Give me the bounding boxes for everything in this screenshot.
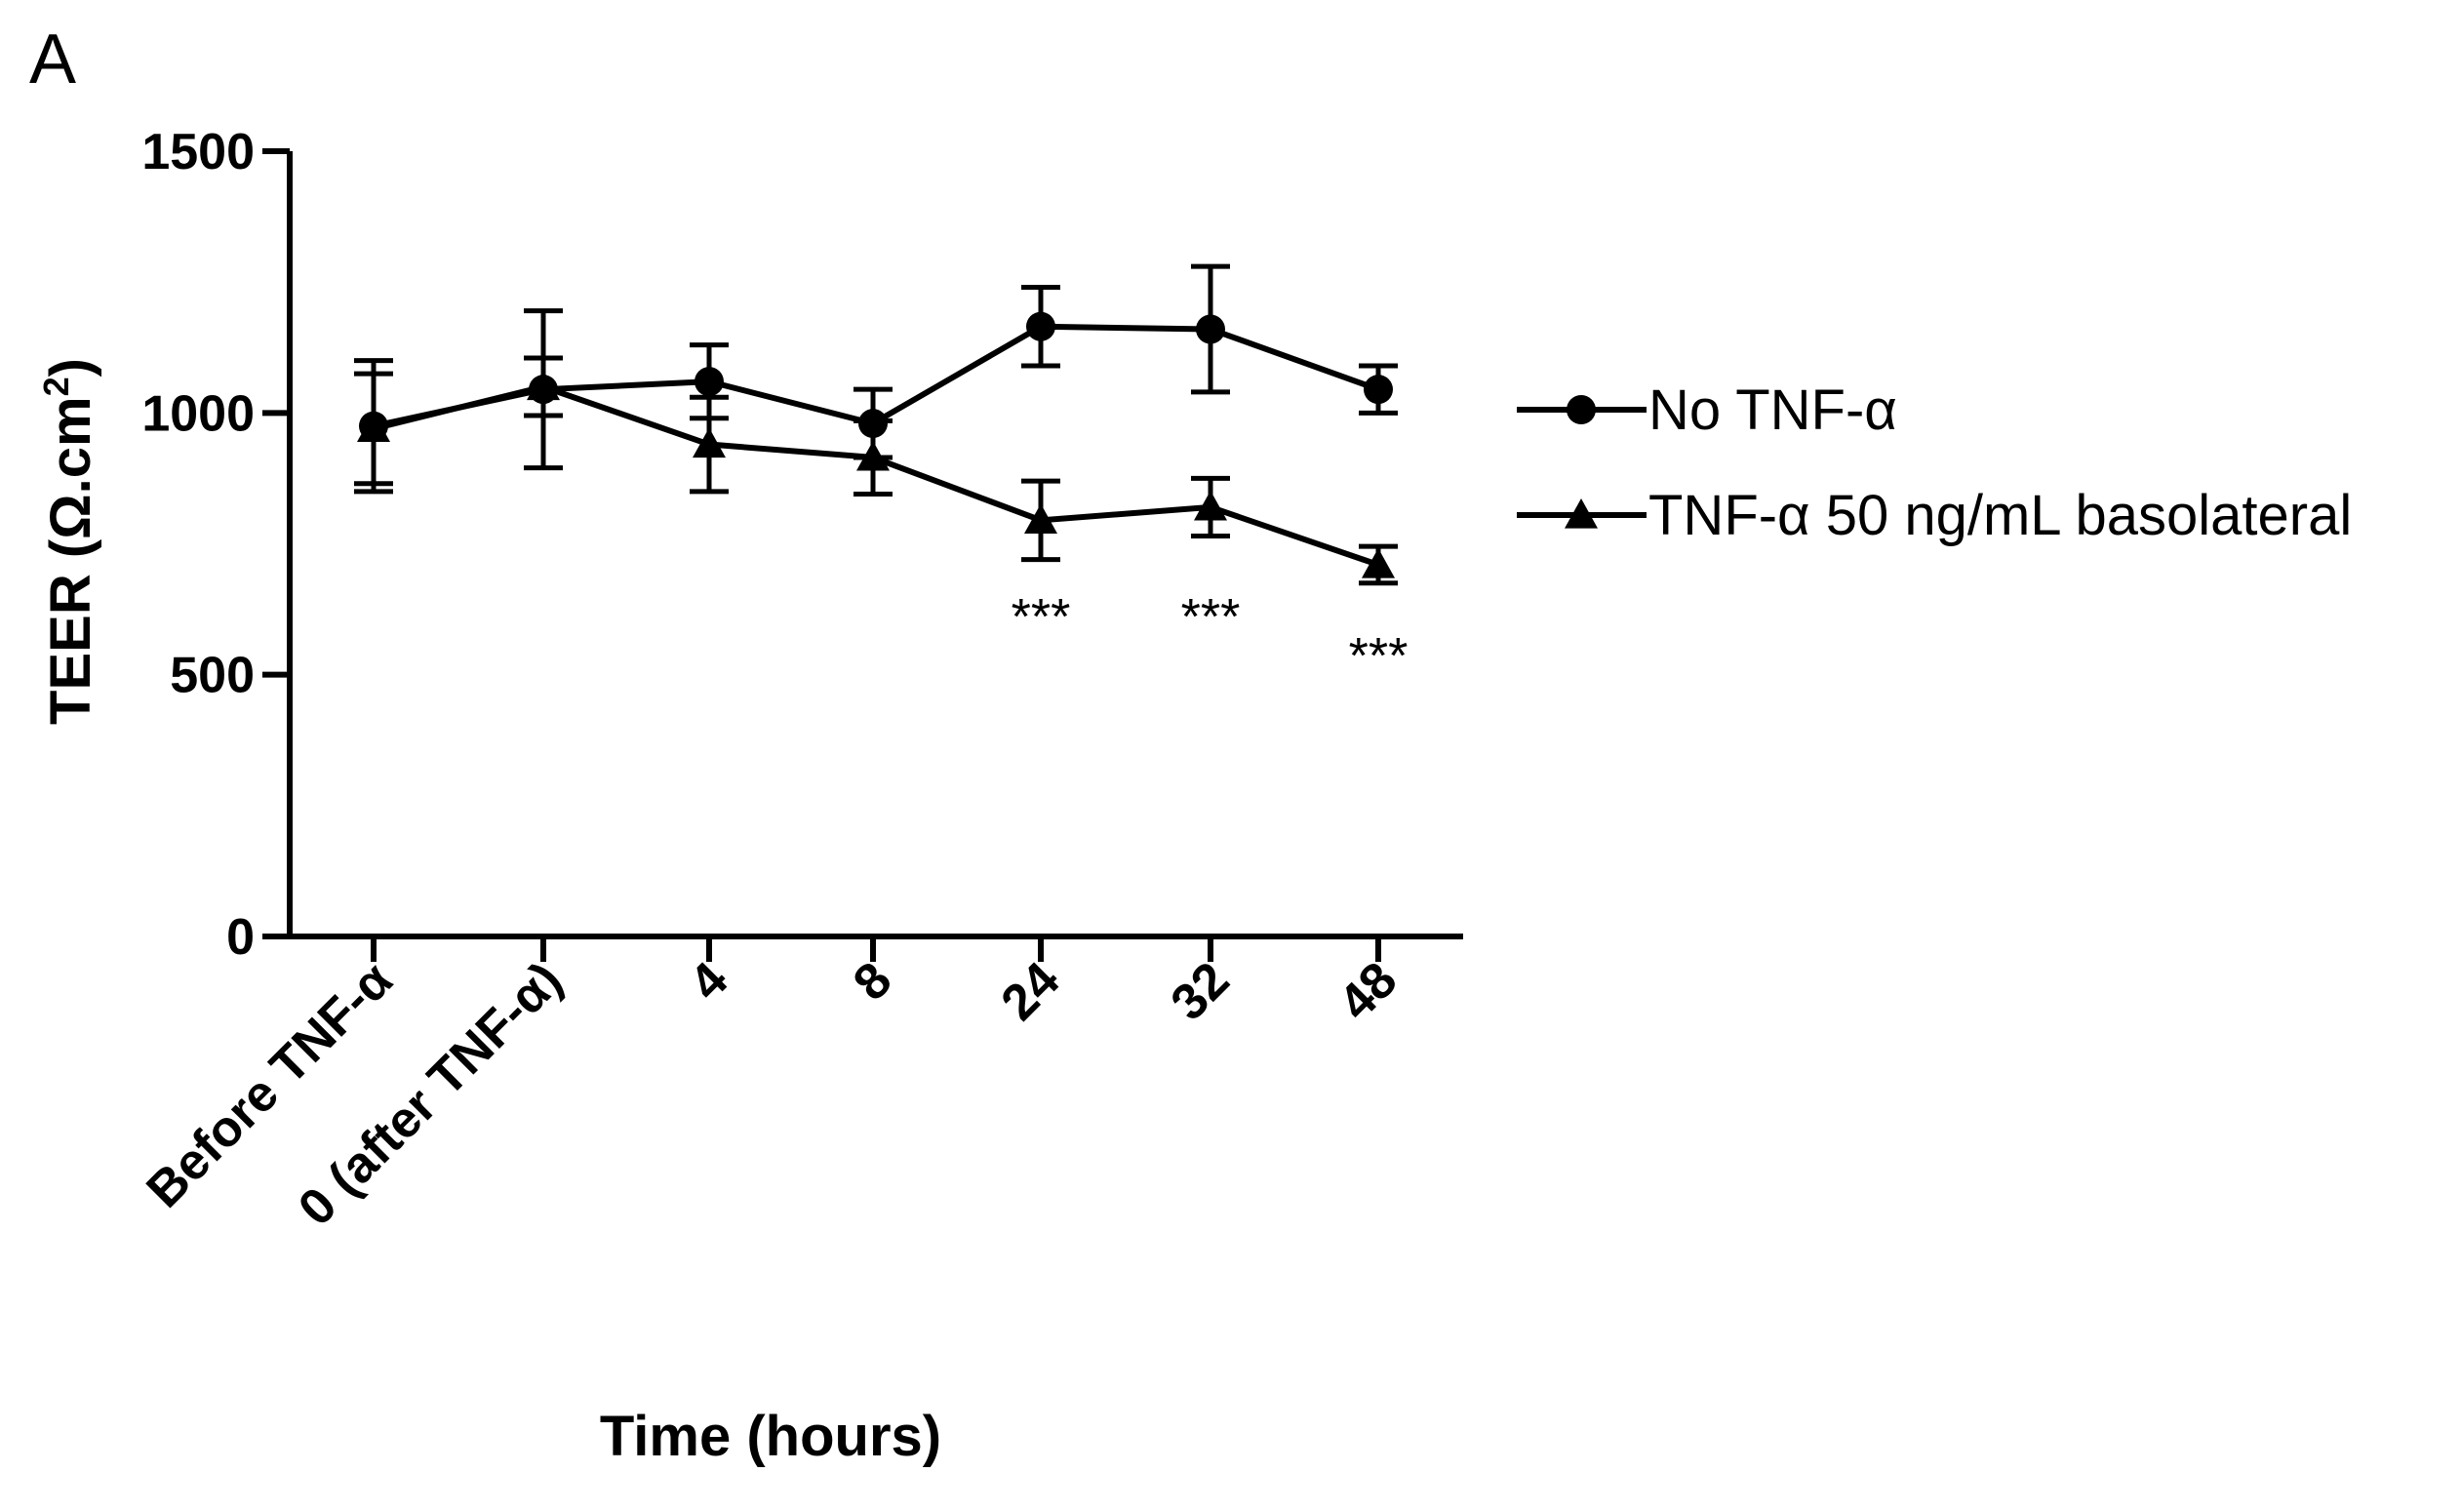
data-point-circle: [1567, 395, 1596, 424]
legend-label: No TNF-α: [1648, 378, 1897, 442]
y-axis-title-close: ): [39, 358, 102, 377]
legend-label: TNF-α 50 ng/mL basolateral: [1648, 484, 2352, 547]
y-tick-label: 1000: [141, 385, 255, 442]
data-point-triangle: [1362, 547, 1395, 578]
data-point-triangle: [1024, 503, 1057, 534]
legend-item: No TNF-α: [1517, 378, 1897, 442]
data-point-triangle: [1565, 498, 1598, 529]
legend: No TNF-α TNF-α 50 ng/mL basolateral: [1517, 378, 2352, 547]
data-point-triangle: [527, 370, 560, 401]
data-point-triangle: [856, 440, 890, 471]
y-ticks: 0 500 1000 1500: [141, 124, 290, 966]
data-point-triangle: [693, 427, 726, 458]
panel-label: A: [29, 20, 76, 99]
significance-label: ***: [1181, 589, 1241, 646]
data-point-circle: [695, 367, 724, 397]
legend-item: TNF-α 50 ng/mL basolateral: [1517, 484, 2352, 547]
data-series: [354, 263, 1398, 586]
y-tick-label: 0: [226, 909, 255, 966]
significance-label: ***: [1349, 628, 1409, 685]
data-point-circle: [1196, 314, 1225, 344]
x-tick-label: 32: [1161, 951, 1241, 1031]
y-tick-label: 500: [170, 648, 255, 704]
x-tick-label: 24: [991, 951, 1071, 1031]
data-point-circle: [1026, 311, 1055, 341]
axes: [287, 151, 1463, 939]
y-tick-label: 1500: [141, 124, 255, 180]
y-axis-title-superscript: 2: [36, 377, 76, 396]
data-point-circle: [1364, 375, 1393, 405]
x-ticks: Before TNF-α0 (after TNF-α) 4 8 24 32 48: [136, 936, 1408, 1237]
series-tnf-50-basolateral: [354, 355, 1398, 586]
x-tick-label: 48: [1329, 951, 1409, 1031]
y-axis-title-main: TEER (Ω.cm: [39, 396, 102, 725]
x-axis-title: Time (hours): [600, 1405, 941, 1468]
significance-annotations: *** *** ***: [1012, 589, 1409, 685]
y-axis-title: TEER (Ω.cm2): [36, 358, 102, 725]
significance-label: ***: [1012, 589, 1071, 646]
data-point-triangle: [1194, 490, 1227, 521]
data-point-triangle: [357, 412, 390, 443]
